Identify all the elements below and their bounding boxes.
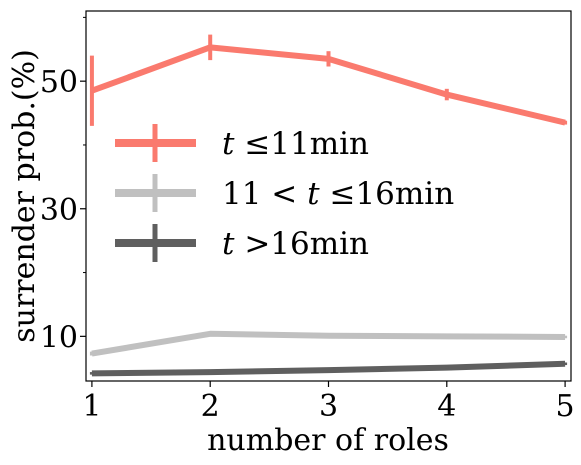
legend-label: t >16min — [222, 226, 369, 262]
x-tick-label: 1 — [82, 389, 101, 424]
legend-label: 11 < t ≤16min — [222, 176, 454, 212]
y-tick-label: 10 — [40, 320, 78, 355]
series — [89, 360, 568, 377]
x-tick-label: 3 — [319, 389, 338, 424]
series — [89, 34, 568, 126]
y-axis-ticks: 10 30 50 — [40, 16, 86, 355]
x-axis-label: number of roles — [207, 423, 449, 458]
series-line — [91, 360, 566, 377]
x-tick-label: 4 — [437, 389, 456, 424]
legend: t ≤11min 11 < t ≤16min t >16min — [115, 124, 454, 262]
y-axis-label: surrender prob.(%) — [7, 49, 42, 343]
series-layer — [89, 34, 568, 377]
legend-item: t ≤11min — [115, 124, 369, 162]
legend-item: t >16min — [115, 224, 369, 262]
x-axis-ticks: 1 2 3 4 5 — [82, 381, 575, 424]
x-tick-label: 2 — [201, 389, 220, 424]
series — [89, 330, 568, 357]
y-tick-label: 50 — [40, 65, 78, 100]
y-tick-label: 30 — [40, 193, 78, 228]
x-tick-label: 5 — [556, 389, 575, 424]
legend-label: t ≤11min — [222, 126, 369, 162]
legend-item: 11 < t ≤16min — [115, 174, 454, 212]
